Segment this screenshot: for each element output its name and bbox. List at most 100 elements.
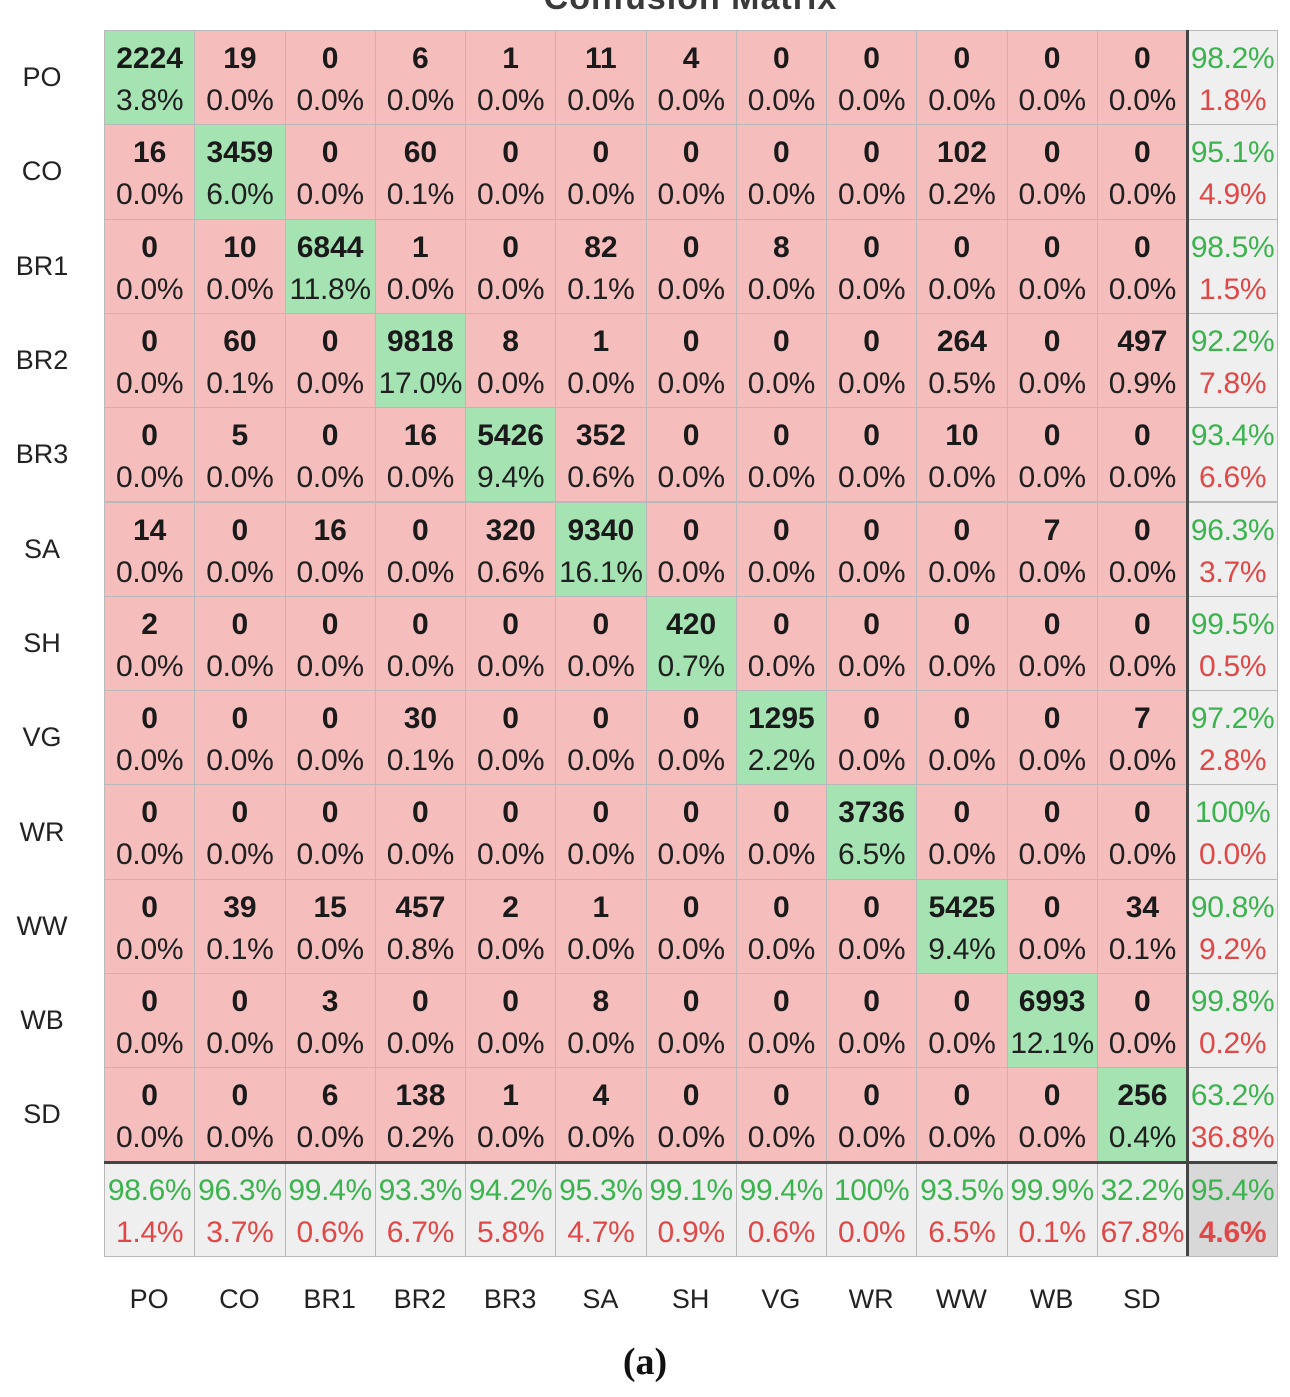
overall-accuracy-cell: 95.4% 4.6% <box>1187 1161 1279 1257</box>
cell-percent: 0.0% <box>1018 178 1086 212</box>
row-summary-cell: 63.2% 36.8% <box>1187 1067 1279 1163</box>
column-summary-cell: 32.2% 67.8% <box>1096 1161 1188 1257</box>
cell-count: 0 <box>321 607 339 641</box>
cell-count: 1 <box>502 42 519 75</box>
row-summary-cell: 96.3% 3.7% <box>1187 501 1279 597</box>
cell-count: 0 <box>773 136 790 170</box>
column-label: CO <box>219 1284 260 1314</box>
matrix-cell: 0 0.0% <box>465 784 557 880</box>
cell-count: 0 <box>231 796 249 830</box>
cell-count: 15 <box>313 890 347 924</box>
cell-count: 0 <box>1043 136 1061 170</box>
cell-percent: 0.8% <box>386 932 454 966</box>
cell-count: 0 <box>682 419 700 453</box>
matrix-cell: 0 0.0% <box>916 218 1008 314</box>
cell-percent: 0.0% <box>928 461 996 495</box>
column-error: 0.9% <box>657 1215 725 1249</box>
matrix-cell: 39 0.1% <box>194 878 286 974</box>
cell-count: 0 <box>863 702 880 736</box>
cell-percent: 2.2% <box>747 744 815 778</box>
row-label: BR3 <box>15 439 69 470</box>
matrix-cell: 0 0.0% <box>465 690 557 786</box>
row-label: VG <box>22 722 62 753</box>
cell-percent: 0.0% <box>1108 461 1176 495</box>
column-recall: 94.2% <box>468 1173 553 1207</box>
cell-count: 264 <box>936 324 987 358</box>
cell-count: 5 <box>231 419 249 453</box>
cell-percent: 0.0% <box>386 555 454 589</box>
row-label: WW <box>16 910 68 941</box>
matrix-cell: 0 0.0% <box>916 973 1008 1069</box>
column-summary-cell: 100% 0.0% <box>826 1161 918 1257</box>
cell-count: 1 <box>502 1079 519 1113</box>
matrix-cell: 0 0.0% <box>1006 784 1098 880</box>
row-label: BR2 <box>15 345 69 376</box>
matrix-cell: 0 0.0% <box>284 690 376 786</box>
matrix-cell: 11 0.0% <box>555 30 647 126</box>
matrix-cell: 0 0.0% <box>645 973 737 1069</box>
cell-count: 497 <box>1117 324 1168 358</box>
cell-count: 0 <box>141 796 158 830</box>
column-label: BR3 <box>483 1284 537 1314</box>
cell-percent: 0.0% <box>296 555 364 589</box>
cell-count: 19 <box>223 42 257 75</box>
matrix-cell: 0 0.0% <box>194 595 286 692</box>
cell-count: 0 <box>953 1079 971 1113</box>
cell-count: 0 <box>412 796 429 830</box>
cell-count: 0 <box>1134 136 1151 170</box>
matrix-cell: 0 0.0% <box>1006 1067 1098 1163</box>
cell-count: 8 <box>592 985 610 1018</box>
cell-count: 0 <box>953 702 971 736</box>
cell-count: 30 <box>403 702 438 736</box>
matrix-cell: 256 0.4% <box>1096 1067 1188 1163</box>
matrix-cell: 0 0.0% <box>826 124 918 220</box>
cell-count: 0 <box>773 607 790 641</box>
cell-count: 0 <box>321 42 339 75</box>
matrix-cell: 0 0.0% <box>826 30 918 126</box>
column-summary-cell: 96.3% 3.7% <box>194 1161 286 1257</box>
cell-percent: 0.0% <box>1108 1027 1176 1060</box>
matrix-cell: 3736 6.5% <box>826 784 918 880</box>
cell-percent: 0.0% <box>116 649 184 683</box>
row-error: 2.8% <box>1199 744 1267 778</box>
summary-divider-vertical <box>1186 30 1189 1256</box>
cell-percent: 0.0% <box>567 649 635 683</box>
column-error: 4.7% <box>567 1215 635 1249</box>
matrix-cell: 16 0.0% <box>374 407 466 503</box>
matrix-cell: 0 0.0% <box>284 312 376 409</box>
cell-count: 0 <box>412 985 429 1018</box>
cell-count: 102 <box>936 136 987 170</box>
matrix-cell: 0 0.0% <box>735 595 827 692</box>
cell-percent: 0.0% <box>1108 838 1176 872</box>
column-label: WW <box>935 1284 987 1314</box>
cell-count: 8 <box>502 324 519 358</box>
cell-count: 0 <box>412 607 429 641</box>
cell-count: 0 <box>773 324 790 358</box>
row-label: SD <box>23 1099 61 1130</box>
cell-percent: 0.9% <box>1108 366 1176 400</box>
column-error: 6.7% <box>386 1215 454 1249</box>
matrix-cell: 0 0.0% <box>916 595 1008 692</box>
matrix-cell: 0 0.0% <box>645 1067 737 1163</box>
cell-count: 0 <box>141 230 158 264</box>
cell-count: 2224 <box>116 42 183 75</box>
confusion-matrix-grid: 2224 3.8% 19 0.0% 0 0.0% 6 0.0% 1 0.0% 11 0.0% 4 0.0%… <box>104 30 1279 1257</box>
matrix-cell: 0 0.0% <box>194 1067 286 1163</box>
matrix-cell: 0 0.0% <box>284 30 376 126</box>
cell-percent: 0.0% <box>657 555 725 589</box>
row-error: 1.8% <box>1199 84 1267 117</box>
cell-count: 0 <box>141 419 158 453</box>
row-label: SA <box>23 533 61 564</box>
row-summary-cell: 92.2% 7.8% <box>1187 312 1279 409</box>
matrix-cell: 0 0.0% <box>555 124 647 220</box>
cell-count: 0 <box>502 796 519 830</box>
cell-percent: 0.0% <box>1018 461 1086 495</box>
cell-count: 1 <box>592 324 610 358</box>
matrix-cell: 5 0.0% <box>194 407 286 503</box>
cell-count: 0 <box>682 1079 700 1113</box>
cell-percent: 0.0% <box>477 1121 545 1155</box>
cell-percent: 0.0% <box>1108 649 1176 683</box>
column-error: 3.7% <box>206 1215 274 1249</box>
cell-count: 0 <box>953 796 971 830</box>
cell-percent: 0.0% <box>747 272 815 306</box>
